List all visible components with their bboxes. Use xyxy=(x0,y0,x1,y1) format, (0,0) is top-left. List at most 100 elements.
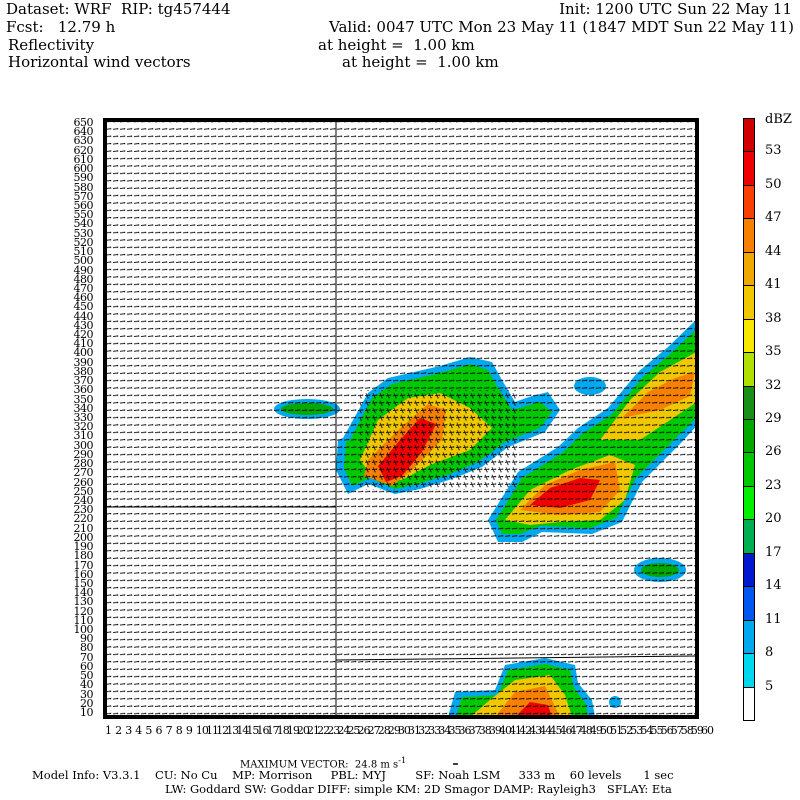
y-tick-label: 120 xyxy=(73,604,94,618)
colorbar-segment xyxy=(743,619,755,655)
colorbar-segment xyxy=(743,385,755,420)
x-tick-label: 10 xyxy=(195,724,209,737)
y-tick-label: 620 xyxy=(73,143,94,157)
y-tick-label: 260 xyxy=(73,475,94,489)
x-tick-label: 29 xyxy=(387,724,401,737)
colorbar-segment xyxy=(743,151,755,186)
y-tick-label: 140 xyxy=(73,586,94,600)
x-tick-label: 33 xyxy=(428,724,441,737)
x-tick-label: 4 xyxy=(135,724,142,737)
x-tick-label: 1 xyxy=(105,724,112,737)
x-tick-label: 16 xyxy=(256,724,270,737)
colorbar-label: 26 xyxy=(765,444,782,460)
colorbar-label: 8 xyxy=(765,645,774,661)
y-tick-label: 640 xyxy=(73,125,94,139)
x-tick-label: 27 xyxy=(367,724,381,737)
x-tick-label: 49 xyxy=(589,724,603,737)
y-tick-label: 310 xyxy=(73,429,94,443)
x-tick-label: 18 xyxy=(276,724,290,737)
y-tick-label: 230 xyxy=(73,503,94,517)
x-tick-label: 20 xyxy=(296,724,310,737)
x-tick-label: 58 xyxy=(680,724,694,737)
y-tick-label: 220 xyxy=(73,512,94,526)
colorbar-segment xyxy=(743,251,755,287)
x-tick-label: 28 xyxy=(377,724,391,737)
y-tick-label: 380 xyxy=(73,364,94,378)
colorbar-segment xyxy=(743,519,755,554)
y-tick-label: 560 xyxy=(73,198,94,212)
x-tick-label: 11 xyxy=(206,724,219,737)
x-tick-label: 52 xyxy=(620,724,633,737)
x-tick-label: 14 xyxy=(236,724,249,737)
x-tick-label: 55 xyxy=(650,724,663,737)
x-tick-label: 39 xyxy=(488,724,502,737)
y-tick-label: 450 xyxy=(73,300,94,314)
x-tick-label: 45 xyxy=(549,724,562,737)
colorbar-label: 23 xyxy=(765,477,782,493)
y-tick-label: 570 xyxy=(73,189,94,203)
colorbar-segment xyxy=(743,485,755,521)
colorbar-segment xyxy=(743,452,755,487)
y-tick-label: 590 xyxy=(73,171,94,185)
x-tick-label: 9 xyxy=(185,724,193,737)
x-tick-label: 31 xyxy=(408,724,421,737)
colorbar-label: 17 xyxy=(765,544,782,560)
x-tick-label: 6 xyxy=(155,724,163,737)
x-tick-label: 5 xyxy=(145,724,152,737)
y-tick-label: 460 xyxy=(73,291,94,305)
x-tick-label: 36 xyxy=(458,724,472,737)
x-tick-label: 60 xyxy=(701,724,714,737)
max-vector-exp: -1 xyxy=(398,755,407,765)
x-tick-label: 8 xyxy=(175,724,183,737)
colorbar-segment xyxy=(743,419,755,454)
y-tick-label: 480 xyxy=(73,272,94,286)
y-tick-label: 650 xyxy=(73,116,94,129)
y-tick-label: 40 xyxy=(80,678,94,692)
colorbar-unit: dBZ xyxy=(765,112,792,127)
y-tick-label: 530 xyxy=(73,226,94,240)
plot-border xyxy=(103,118,699,719)
y-tick-label: 160 xyxy=(73,567,94,581)
y-tick-label: 600 xyxy=(73,162,94,176)
colorbar-label: 35 xyxy=(765,344,782,360)
colorbar-segment xyxy=(743,184,755,220)
y-tick-label: 580 xyxy=(73,180,94,194)
x-tick-label: 3 xyxy=(125,724,132,737)
x-tick-label: 17 xyxy=(266,724,280,737)
y-tick-label: 270 xyxy=(73,466,94,480)
y-tick-label: 540 xyxy=(73,217,94,231)
y-tick-label: 130 xyxy=(73,595,94,609)
physics-info: LW: Goddard SW: Goddar DIFF: simple KM: … xyxy=(165,782,672,796)
x-tick-label: 22 xyxy=(317,724,330,737)
y-tick-label: 70 xyxy=(80,650,94,664)
x-tick-label: 19 xyxy=(286,724,300,737)
y-tick-label: 290 xyxy=(73,447,94,461)
colorbar-label: 14 xyxy=(765,578,782,594)
x-tick-label: 32 xyxy=(418,724,431,737)
x-tick-label: 54 xyxy=(640,724,653,737)
x-tick-label: 7 xyxy=(165,724,173,737)
x-tick-label: 30 xyxy=(397,724,411,737)
y-tick-label: 240 xyxy=(73,493,94,507)
y-tick-label: 510 xyxy=(73,245,94,259)
y-tick-label: 150 xyxy=(73,576,94,590)
x-tick-label: 24 xyxy=(337,724,350,737)
y-tick-label: 90 xyxy=(80,632,94,646)
y-tick-label: 60 xyxy=(80,659,94,673)
colorbar-segment xyxy=(743,318,755,354)
x-tick-label: 51 xyxy=(610,724,623,737)
y-tick-label: 280 xyxy=(73,457,94,471)
x-tick-label: 25 xyxy=(347,724,360,737)
x-tick-label: 15 xyxy=(246,724,259,737)
y-tick-label: 50 xyxy=(80,669,94,683)
y-tick-label: 200 xyxy=(73,530,94,544)
y-tick-label: 20 xyxy=(80,696,94,710)
field2-name: Horizontal wind vectors xyxy=(8,53,191,71)
y-tick-label: 340 xyxy=(73,401,94,415)
x-tick-label: 43 xyxy=(529,724,542,737)
x-tick-label: 48 xyxy=(579,724,593,737)
x-tick-label: 38 xyxy=(478,724,492,737)
x-tick-label: 46 xyxy=(559,724,573,737)
x-tick-label: 59 xyxy=(690,724,704,737)
colorbar-label: 32 xyxy=(765,377,782,393)
